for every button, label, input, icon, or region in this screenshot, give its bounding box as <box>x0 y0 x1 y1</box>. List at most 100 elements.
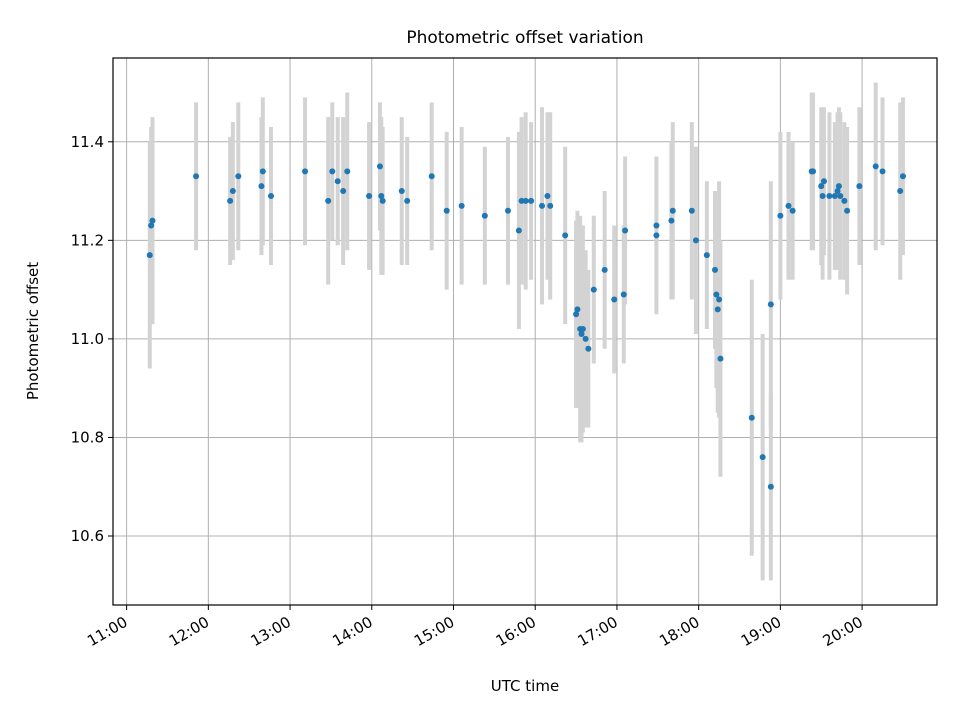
data-point <box>820 178 827 185</box>
data-point <box>692 237 699 244</box>
data-point <box>622 227 629 234</box>
data-point <box>302 168 309 175</box>
data-point <box>481 212 488 219</box>
data-point <box>899 173 906 180</box>
data-point <box>767 483 774 490</box>
data-point <box>227 197 234 204</box>
x-tick-label: 11:00 <box>84 613 130 650</box>
x-tick-label: 15:00 <box>411 613 457 650</box>
data-point <box>789 207 796 214</box>
data-point <box>340 188 347 195</box>
x-tick-label: 19:00 <box>738 613 784 650</box>
y-tick-label: 11.2 <box>71 231 104 249</box>
data-point <box>325 197 332 204</box>
data-point <box>590 286 597 293</box>
data-point <box>539 202 546 209</box>
data-point <box>611 296 618 303</box>
data-point <box>229 188 236 195</box>
x-tick-label: 16:00 <box>493 613 539 650</box>
data-point <box>443 207 450 214</box>
errorbar-layer <box>147 82 905 581</box>
data-point <box>688 207 695 214</box>
data-point <box>515 227 522 234</box>
y-tick-label: 10.6 <box>71 527 104 545</box>
data-point <box>582 335 589 342</box>
data-point <box>668 217 675 224</box>
data-point <box>585 345 592 352</box>
data-point <box>379 197 386 204</box>
plot-frame <box>112 57 938 606</box>
data-point <box>844 207 851 214</box>
data-point <box>703 252 710 259</box>
data-point <box>579 326 586 333</box>
data-point <box>767 301 774 308</box>
x-tick-label: 20:00 <box>820 613 866 650</box>
data-point <box>713 291 720 298</box>
data-point <box>334 178 341 185</box>
data-point <box>458 202 465 209</box>
data-point <box>669 207 676 214</box>
data-point <box>831 192 838 199</box>
data-point <box>578 330 585 337</box>
data-point <box>826 192 833 199</box>
data-point <box>378 192 385 199</box>
data-point <box>376 163 383 170</box>
y-tick-label: 11.4 <box>71 133 104 151</box>
data-point <box>522 197 529 204</box>
data-point <box>148 222 155 229</box>
data-point <box>818 183 825 190</box>
data-point <box>879 168 886 175</box>
data-point <box>653 232 660 239</box>
data-point <box>714 306 721 313</box>
data-point <box>620 291 627 298</box>
data-point <box>428 173 435 180</box>
data-point <box>653 222 660 229</box>
data-point <box>837 192 844 199</box>
data-point <box>562 232 569 239</box>
data-point <box>856 183 863 190</box>
x-tick-label: 13:00 <box>248 613 294 650</box>
data-point <box>748 414 755 421</box>
data-point <box>834 188 841 195</box>
data-point <box>235 173 242 180</box>
data-point <box>544 192 551 199</box>
data-point <box>149 217 156 224</box>
data-point <box>810 168 817 175</box>
data-point <box>504 207 511 214</box>
data-point <box>711 266 718 273</box>
data-point <box>267 192 274 199</box>
data-point <box>777 212 784 219</box>
data-point <box>146 252 153 259</box>
data-point <box>841 197 848 204</box>
data-point <box>573 311 580 318</box>
point-layer <box>146 163 906 490</box>
data-point <box>259 168 266 175</box>
data-point <box>547 202 554 209</box>
data-point <box>872 163 879 170</box>
data-point <box>258 183 265 190</box>
chart-title: Photometric offset variation <box>406 28 643 48</box>
x-tick-label: 17:00 <box>574 613 620 650</box>
data-point <box>366 192 373 199</box>
x-tick-label: 14:00 <box>329 613 375 650</box>
data-point <box>404 197 411 204</box>
data-point <box>717 355 724 362</box>
data-point <box>716 296 723 303</box>
x-tick-label: 12:00 <box>166 613 212 650</box>
y-tick-label: 10.8 <box>71 428 104 446</box>
x-tick-label: 18:00 <box>656 613 702 650</box>
x-axis-label: UTC time <box>491 677 559 695</box>
data-point <box>528 197 535 204</box>
data-point <box>398 188 405 195</box>
data-point <box>329 168 336 175</box>
data-point <box>759 454 766 461</box>
data-point <box>601 266 608 273</box>
y-tick-label: 11.0 <box>71 330 104 348</box>
data-point <box>785 202 792 209</box>
data-point <box>574 306 581 313</box>
data-point <box>897 188 904 195</box>
x-axis-ticks: 11:00 12:00 13:00 14:00 15:00 16:00 17:00 18:00… <box>84 605 866 650</box>
data-point <box>835 183 842 190</box>
